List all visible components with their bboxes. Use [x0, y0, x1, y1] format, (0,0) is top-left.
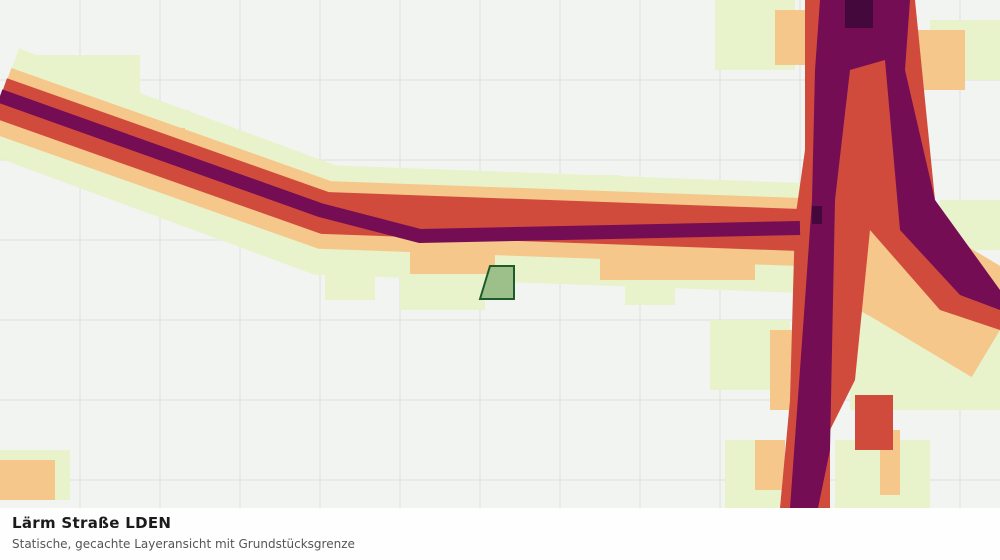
noise-patch: [0, 460, 55, 500]
noise-patch: [812, 206, 822, 224]
noise-patch: [755, 440, 785, 490]
noise-zone-very-high: [0, 0, 1000, 508]
noise-patch: [775, 10, 810, 65]
noise-band: [790, 0, 1000, 508]
noise-band: [0, 89, 801, 244]
noise-patch: [645, 212, 710, 226]
noise-patch: [845, 0, 873, 28]
layer-title: Lärm Straße LDEN: [12, 514, 172, 532]
info-panel: Lärm Straße LDEN Statische, gecachte Lay…: [0, 508, 1000, 560]
parcel-boundary[interactable]: [478, 265, 515, 300]
layer-subtitle: Statische, gecachte Layeransicht mit Gru…: [12, 537, 355, 551]
noise-patch: [855, 395, 893, 450]
